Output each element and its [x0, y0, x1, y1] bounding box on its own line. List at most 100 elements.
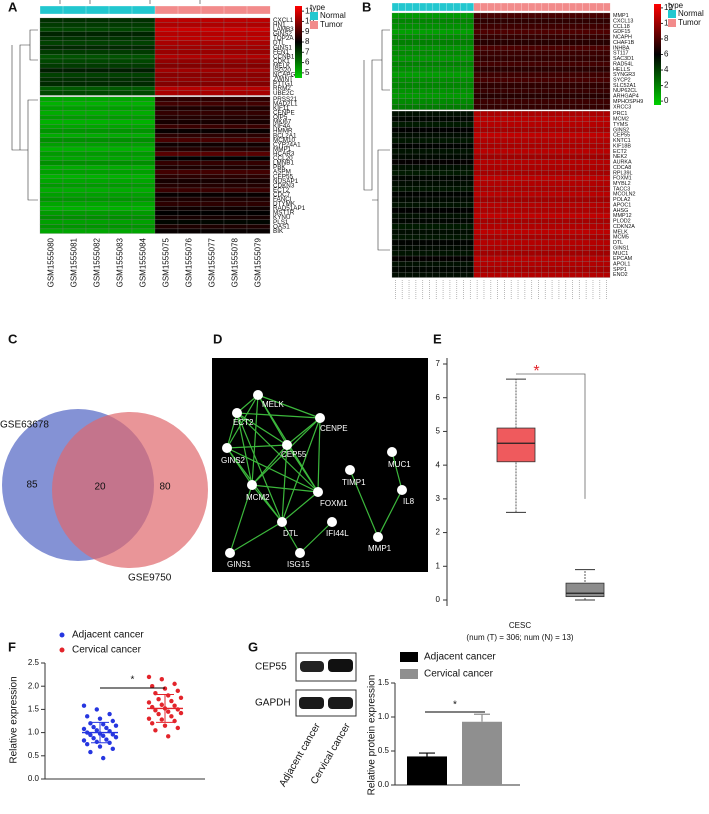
- heat-cell: [494, 116, 502, 122]
- heat-cell: [177, 119, 202, 125]
- heat-cell: [562, 93, 570, 100]
- heat-cell: [223, 101, 248, 107]
- heat-cell: [466, 218, 474, 224]
- heat-cell: [528, 245, 536, 251]
- heat-cell: [555, 196, 563, 203]
- heat-cell: [473, 234, 481, 241]
- legend-label: Normal: [678, 9, 704, 18]
- heat-cell: [439, 143, 447, 149]
- row-label: MST1R: [273, 210, 295, 217]
- heat-cell: [589, 12, 597, 19]
- heat-cell: [473, 245, 481, 251]
- heat-cell: [85, 201, 110, 207]
- heat-cell: [603, 266, 611, 273]
- heat-cell: [480, 245, 488, 251]
- heat-cell: [405, 191, 413, 198]
- point: [94, 728, 100, 733]
- heat-cell: [548, 223, 556, 230]
- heat-cell: [62, 206, 87, 211]
- heat-cell: [398, 175, 406, 182]
- heat-cell: [460, 196, 468, 203]
- row-label: NCAPG: [273, 72, 295, 79]
- heat-cell: [494, 82, 502, 89]
- heat-cell: [412, 191, 420, 198]
- heat-cell: [453, 104, 461, 110]
- heat-cell: [446, 66, 454, 73]
- heat-cell: [473, 170, 481, 176]
- heat-cell: [405, 234, 413, 241]
- heat-cell: [62, 178, 87, 184]
- heat-cell: [62, 17, 87, 23]
- heat-cell: [62, 169, 87, 175]
- heat-cell: [439, 12, 447, 19]
- heat-cell: [562, 18, 570, 24]
- heat-cell: [562, 127, 570, 133]
- node-label: TIMP1: [342, 478, 366, 487]
- heat-cell: [412, 186, 420, 192]
- heat-cell: [534, 272, 542, 278]
- heat-cell: [534, 98, 542, 105]
- heat-cell: [521, 45, 529, 51]
- heat-cell: [419, 148, 427, 155]
- heat-cell: [39, 187, 64, 193]
- heat-cell: [596, 50, 604, 57]
- heat-cell: [398, 121, 406, 128]
- heat-cell: [528, 202, 536, 208]
- box: [565, 582, 605, 598]
- heat-cell: [466, 77, 474, 83]
- heat-cell: [528, 28, 536, 35]
- heat-cell: [528, 223, 536, 230]
- heat-cell: [589, 127, 597, 133]
- heat-cell: [39, 119, 64, 125]
- heat-cell: [446, 202, 454, 208]
- heat-cell: [85, 119, 110, 125]
- heat-cell: [555, 71, 563, 78]
- heat-cell: [177, 36, 202, 41]
- heat-cell: [569, 196, 577, 203]
- heat-cell: [541, 255, 549, 262]
- heat-cell: [85, 86, 110, 91]
- heat-cell: [246, 40, 271, 46]
- heat-cell: [466, 39, 474, 46]
- heat-cell: [460, 175, 468, 182]
- heat-cell: [500, 250, 508, 257]
- heat-cell: [460, 202, 468, 208]
- heat-cell: [446, 234, 454, 241]
- heat-cell: [596, 218, 604, 224]
- heat-cell: [425, 82, 433, 89]
- heat-cell: [432, 12, 440, 19]
- heat-cell: [473, 137, 481, 144]
- point: [104, 737, 109, 742]
- heat-cell: [541, 175, 549, 182]
- heat-cell: [555, 143, 563, 149]
- heat-cell: [439, 159, 447, 165]
- heat-cell: [154, 58, 179, 64]
- heat-cell: [446, 212, 454, 219]
- row-label: MCOLN2: [613, 192, 635, 198]
- group-bar: [412, 2, 420, 12]
- heat-cell: [391, 272, 399, 278]
- heat-cell: [548, 77, 556, 83]
- row-label: MELK: [273, 62, 291, 69]
- heat-cell: [39, 228, 64, 234]
- heat-cell: [200, 110, 225, 116]
- heat-cell: [391, 159, 399, 165]
- heat-cell: [460, 110, 468, 117]
- heat-cell: [500, 50, 508, 57]
- heat-cell: [412, 34, 420, 40]
- heat-cell: [534, 218, 542, 224]
- heat-cell: [453, 127, 461, 133]
- colorbar-tick-label: 12: [664, 3, 673, 12]
- group-bar: [446, 2, 454, 12]
- heat-cell: [62, 151, 87, 157]
- group-bar: [555, 2, 563, 12]
- heat-cell: [246, 77, 271, 82]
- heat-cell: [548, 23, 556, 30]
- heat-cell: [466, 71, 474, 78]
- heat-cell: [62, 201, 87, 207]
- heat-cell: [562, 170, 570, 176]
- heat-cell: [391, 261, 399, 267]
- heat-cell: [555, 218, 563, 224]
- heat-cell: [575, 12, 583, 19]
- heat-cell: [108, 192, 133, 198]
